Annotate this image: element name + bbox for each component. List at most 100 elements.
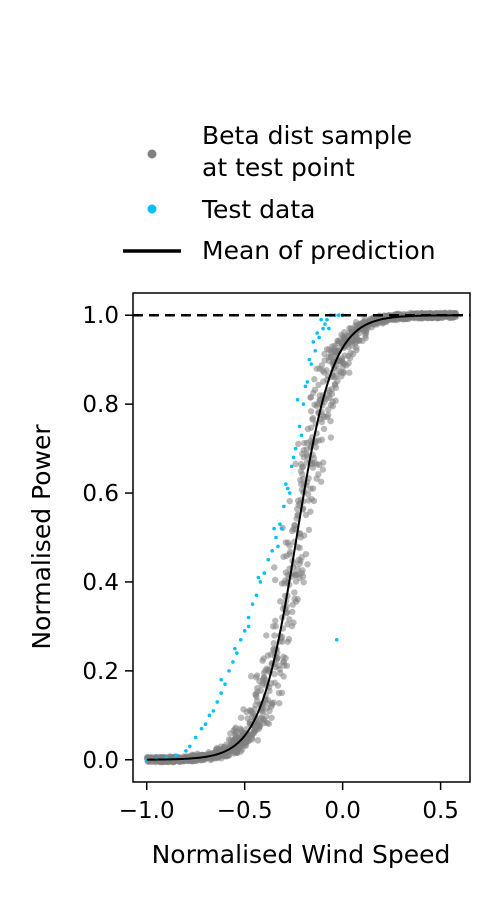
beta-sample-point	[252, 690, 260, 698]
test-data-point	[274, 535, 278, 540]
beta-sample-point	[268, 680, 275, 687]
beta-sample-point	[340, 333, 347, 340]
legend-label-test-data: Test data	[201, 195, 316, 224]
beta-sample-point	[231, 736, 238, 744]
beta-sample-point	[280, 658, 287, 665]
legend-marker-test-data	[147, 204, 157, 214]
mean-prediction-line	[146, 314, 457, 761]
test-data-point	[278, 522, 282, 526]
legend-label-mean-prediction: Mean of prediction	[202, 236, 436, 265]
beta-sample-point	[268, 701, 276, 708]
beta-sample-point	[240, 706, 247, 713]
beta-sample-point	[286, 542, 293, 549]
test-data-point	[295, 397, 300, 402]
test-data-point	[305, 380, 310, 384]
beta-sample-point	[286, 616, 293, 623]
test-data-point	[227, 669, 231, 673]
beta-sample-point	[267, 651, 275, 658]
beta-sample-point	[339, 363, 347, 370]
beta-sample-point	[282, 577, 289, 584]
test-data-point	[313, 348, 318, 353]
y-tick-label: 0.4	[82, 570, 119, 596]
y-tick-label: 0.6	[82, 481, 119, 507]
beta-sample-point	[313, 461, 321, 468]
test-data-point	[184, 749, 188, 753]
beta-sample-point	[318, 436, 326, 443]
x-axis-ticks: −1.0 −0.5 0.0 0.5	[119, 782, 459, 824]
test-data-point	[287, 491, 292, 495]
test-data-point	[285, 486, 290, 491]
beta-sample-point	[292, 460, 299, 468]
beta-sample-point	[247, 673, 255, 680]
beta-sample-point	[251, 706, 258, 713]
beta-sample-point	[331, 345, 338, 352]
beta-sample-point	[319, 466, 327, 473]
test-data-point	[258, 580, 263, 584]
beta-sample-point	[254, 719, 262, 727]
beta-sample-point	[237, 748, 244, 755]
x-tick-label: −0.5	[217, 798, 273, 824]
test-data-point	[246, 624, 251, 629]
test-data-point	[193, 735, 198, 740]
beta-sample-point	[284, 621, 291, 628]
axes-frame	[132, 292, 471, 783]
beta-sample-point	[307, 508, 314, 515]
test-data-point	[280, 526, 284, 531]
beta-sample-point	[291, 589, 298, 596]
test-data-point	[303, 384, 308, 389]
beta-sample-point	[295, 440, 302, 448]
legend-label-beta-sample-line2: at test point	[202, 153, 355, 182]
beta-sample-point	[276, 700, 283, 707]
beta-sample-point	[346, 324, 353, 332]
beta-sample-point	[237, 714, 245, 721]
beta-sample-point	[280, 553, 287, 560]
test-data-point	[233, 646, 237, 651]
beta-sample-point	[353, 344, 360, 351]
beta-sample-point	[325, 406, 332, 413]
test-data-point	[284, 482, 288, 486]
beta-sample-point	[311, 376, 318, 383]
test-data-point	[327, 326, 331, 331]
beta-sample-point	[300, 475, 307, 483]
beta-sample-point	[336, 357, 344, 364]
beta-sample-point	[310, 455, 318, 462]
beta-sample-point	[307, 394, 314, 401]
beta-sample-point	[308, 495, 315, 503]
beta-sample-band	[143, 309, 460, 766]
beta-sample-point	[320, 425, 328, 433]
x-tick-label: −1.0	[119, 798, 175, 824]
test-data-point	[270, 549, 274, 553]
test-data-point	[272, 526, 276, 531]
beta-sample-point	[227, 730, 234, 737]
beta-sample-point	[334, 377, 341, 385]
test-data-point	[293, 446, 298, 451]
beta-sample-point	[318, 362, 326, 369]
beta-sample-point	[271, 564, 278, 571]
beta-sample-point	[292, 578, 300, 585]
beta-sample-point	[218, 755, 225, 762]
beta-sample-point	[286, 548, 294, 556]
beta-sample-point	[303, 453, 311, 460]
test-data-point	[323, 322, 327, 326]
beta-sample-point	[346, 369, 353, 376]
beta-sample-point	[272, 617, 279, 624]
beta-sample-point	[272, 623, 279, 630]
test-data-point	[174, 753, 178, 758]
beta-sample-point	[231, 726, 239, 733]
beta-sample-point	[302, 511, 310, 519]
beta-sample-point	[304, 425, 312, 433]
y-tick-label: 0.8	[82, 392, 119, 418]
test-data-point	[242, 629, 247, 633]
beta-sample-point	[260, 669, 268, 677]
beta-sample-point	[314, 400, 321, 408]
beta-sample-point	[327, 434, 335, 441]
beta-sample-point	[266, 687, 273, 695]
y-axis-label: Normalised Power	[27, 424, 56, 650]
beta-sample-point	[289, 608, 296, 616]
y-tick-label: 0.0	[82, 748, 119, 774]
beta-sample-point	[285, 635, 293, 643]
beta-sample-point	[319, 367, 326, 375]
test-data-point	[215, 700, 220, 704]
beta-sample-point	[301, 439, 308, 447]
beta-sample-point	[305, 526, 313, 534]
